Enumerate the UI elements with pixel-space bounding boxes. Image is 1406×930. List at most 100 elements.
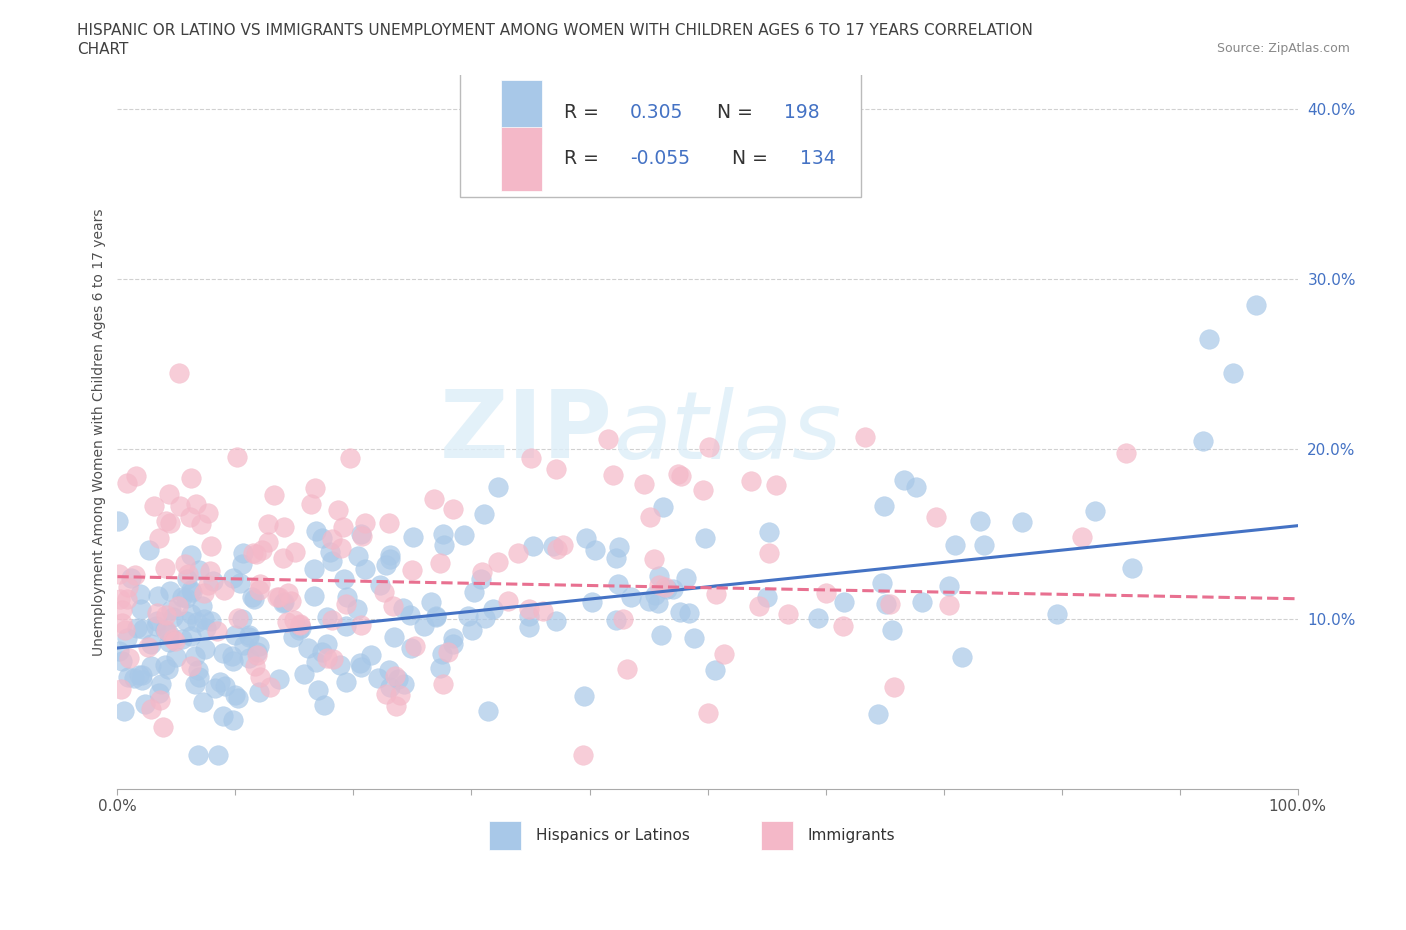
Point: [232, 637, 254, 652]
Point: [316, 651, 339, 666]
Point: [879, 596, 901, 611]
Point: [128, 667, 150, 682]
Point: [682, 631, 704, 645]
Point: [221, 648, 243, 663]
Text: R =: R =: [564, 102, 605, 122]
Point: [240, 590, 263, 604]
Y-axis label: Unemployment Among Women with Children Ages 6 to 17 years: Unemployment Among Women with Children A…: [93, 208, 107, 656]
Point: [148, 589, 170, 604]
Point: [232, 546, 254, 561]
Point: [402, 529, 425, 544]
Point: [666, 466, 689, 481]
Point: [605, 613, 627, 628]
Text: -0.055: -0.055: [630, 149, 689, 168]
Point: [517, 608, 540, 623]
Point: [176, 572, 198, 587]
Point: [242, 545, 264, 560]
Point: [288, 618, 311, 632]
Point: [472, 507, 495, 522]
Point: [226, 610, 249, 625]
Point: [187, 662, 209, 677]
Point: [644, 588, 666, 603]
Point: [160, 603, 183, 618]
Point: [332, 572, 354, 587]
Point: [138, 542, 160, 557]
Point: [208, 674, 231, 689]
Point: [880, 623, 903, 638]
Point: [384, 668, 406, 683]
Point: [378, 515, 401, 530]
Point: [247, 639, 270, 654]
Point: [1198, 331, 1220, 346]
Point: [145, 614, 167, 629]
Point: [950, 650, 973, 665]
Point: [229, 576, 252, 591]
Point: [616, 661, 638, 676]
Point: [159, 487, 181, 502]
Point: [657, 581, 679, 596]
Point: [149, 692, 172, 707]
Point: [430, 646, 453, 661]
Point: [697, 439, 720, 454]
Text: CHART: CHART: [77, 42, 129, 57]
Point: [471, 565, 494, 579]
Point: [179, 510, 201, 525]
Point: [174, 591, 197, 605]
Point: [696, 705, 718, 720]
Point: [249, 670, 271, 684]
Point: [911, 594, 934, 609]
Point: [131, 622, 153, 637]
Point: [517, 619, 540, 634]
Point: [461, 622, 484, 637]
Point: [148, 685, 170, 700]
FancyBboxPatch shape: [460, 72, 860, 197]
Point: [117, 670, 139, 684]
Text: R =: R =: [564, 149, 605, 168]
Point: [973, 538, 995, 552]
Point: [153, 622, 176, 637]
Point: [124, 568, 146, 583]
Point: [692, 483, 714, 498]
Point: [180, 583, 202, 598]
Point: [211, 645, 233, 660]
Point: [872, 498, 894, 513]
Point: [332, 519, 354, 534]
Point: [581, 595, 603, 610]
Point: [316, 609, 339, 624]
Point: [224, 687, 246, 702]
Text: N =: N =: [733, 149, 775, 168]
Point: [302, 589, 325, 604]
Point: [247, 582, 270, 597]
Point: [706, 587, 728, 602]
Point: [194, 620, 217, 635]
Point: [238, 630, 260, 644]
Text: 0.305: 0.305: [630, 102, 683, 122]
Text: N =: N =: [717, 102, 759, 122]
Point: [832, 594, 855, 609]
Point: [200, 614, 222, 629]
Point: [875, 597, 897, 612]
Point: [131, 672, 153, 687]
Point: [259, 679, 281, 694]
Point: [307, 683, 329, 698]
Text: atlas: atlas: [613, 387, 841, 478]
Point: [853, 430, 876, 445]
Point: [347, 549, 370, 564]
Point: [159, 583, 181, 598]
Point: [162, 631, 184, 646]
Point: [378, 680, 401, 695]
Point: [868, 707, 890, 722]
Point: [266, 590, 288, 604]
Point: [486, 554, 509, 569]
Point: [544, 613, 567, 628]
Point: [110, 681, 132, 696]
Point: [640, 510, 662, 525]
Point: [668, 604, 690, 619]
Point: [433, 538, 456, 552]
Point: [292, 667, 315, 682]
Point: [193, 612, 215, 627]
Point: [453, 527, 475, 542]
Point: [155, 513, 177, 528]
Point: [756, 590, 779, 604]
Point: [277, 586, 299, 601]
